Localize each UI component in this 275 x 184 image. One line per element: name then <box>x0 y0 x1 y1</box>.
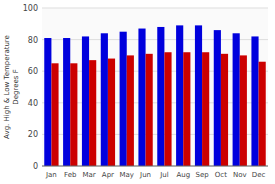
bar <box>176 25 183 166</box>
x-tick-label: Oct <box>215 171 227 179</box>
bar <box>82 36 89 166</box>
x-tick-label: Jun <box>139 171 151 179</box>
chart-container: 020406080100Avg. High & Low TemperatureD… <box>0 0 275 184</box>
bar <box>120 32 127 166</box>
bar <box>195 25 202 166</box>
x-tick-label: Mar <box>82 171 95 179</box>
y-tick-label: 40 <box>28 99 38 108</box>
bar <box>138 29 145 166</box>
bar <box>221 54 228 166</box>
bar <box>164 52 171 166</box>
y-axis-label: Avg. High & Low TemperatureDegrees F <box>3 35 20 139</box>
y-tick-label: 80 <box>28 36 38 45</box>
bar <box>101 33 108 166</box>
grid-line <box>42 8 268 9</box>
x-tick-label: Nov <box>233 171 247 179</box>
x-tick-label: Dec <box>252 171 266 179</box>
grid-line <box>42 166 268 167</box>
y-tick-label: 60 <box>28 67 38 76</box>
bar <box>259 62 266 166</box>
chart-svg: 020406080100Avg. High & Low TemperatureD… <box>0 0 275 184</box>
x-tick-label: May <box>120 171 134 179</box>
y-axis-label-line: Degrees F <box>12 69 20 104</box>
bar <box>233 33 240 166</box>
y-tick-label: 0 <box>33 162 38 171</box>
bar <box>70 63 77 166</box>
x-tick-label: Aug <box>176 171 190 179</box>
x-tick-label: Jul <box>159 171 169 179</box>
plot-background <box>42 8 268 166</box>
x-axis-line <box>42 166 268 167</box>
bar <box>51 63 58 166</box>
bar <box>240 55 247 166</box>
x-tick-label: Jan <box>45 171 57 179</box>
y-tick-label: 100 <box>23 4 38 13</box>
bar <box>157 27 164 166</box>
grid <box>42 8 268 166</box>
bar <box>202 52 209 166</box>
x-tick-label: Feb <box>64 171 77 179</box>
y-tick-label: 20 <box>28 130 38 139</box>
bar <box>89 60 96 166</box>
bar <box>146 54 153 166</box>
bar <box>108 59 115 166</box>
x-tick-label: Sep <box>195 171 209 179</box>
bar <box>63 38 70 166</box>
y-axis-label-line: Avg. High & Low Temperature <box>3 35 11 139</box>
bar <box>183 52 190 166</box>
bar <box>251 36 258 166</box>
bar <box>214 30 221 166</box>
x-axis: Jan Feb Mar Apr May Jun Jul Aug Sep Oct Nov Dec <box>42 166 268 179</box>
bar <box>127 55 134 166</box>
bars <box>44 25 265 166</box>
x-tick-label: Apr <box>102 171 114 179</box>
y-axis: 0 20 40 60 80 100 <box>23 4 38 171</box>
bar <box>44 38 51 166</box>
